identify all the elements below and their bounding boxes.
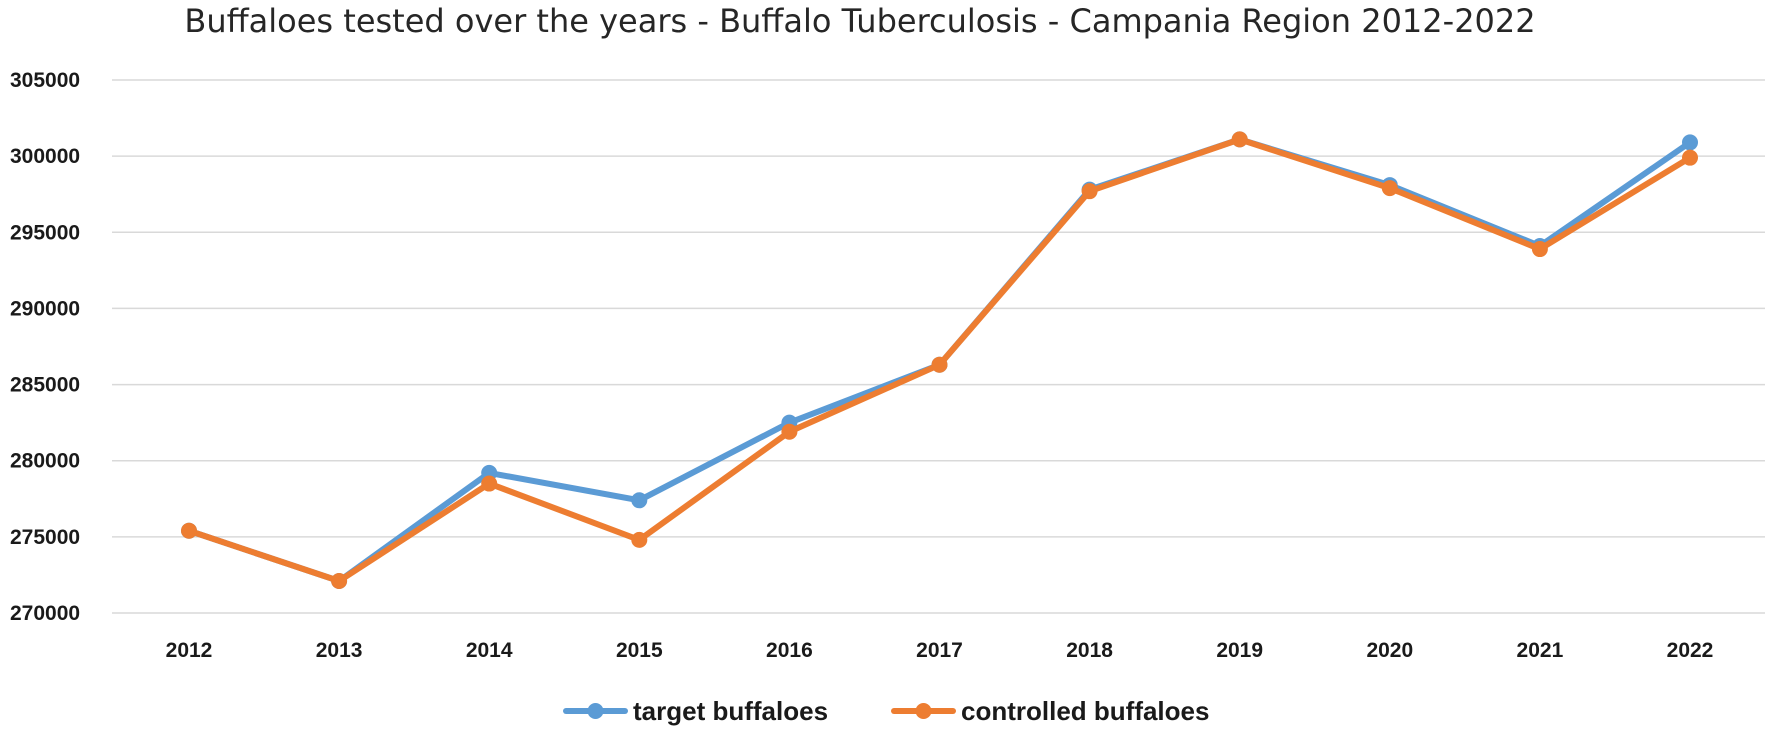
y-tick-label: 295000: [10, 221, 80, 244]
y-tick-label: 280000: [10, 450, 80, 473]
x-tick-label: 2016: [766, 639, 813, 662]
x-tick-label: 2014: [466, 639, 513, 662]
legend-item: target buffaloes: [563, 696, 828, 726]
x-tick-label: 2021: [1517, 639, 1564, 662]
data-point: [631, 492, 648, 509]
x-tick-label: 2020: [1366, 639, 1413, 662]
data-point: [1081, 183, 1098, 200]
x-tick-label: 2022: [1667, 639, 1714, 662]
data-point: [1231, 131, 1248, 148]
x-tick-label: 2018: [1066, 639, 1113, 662]
data-point: [931, 356, 948, 373]
legend-label: target buffaloes: [633, 696, 828, 726]
data-point: [1682, 149, 1698, 166]
legend-marker: [587, 703, 604, 719]
data-point: [1682, 134, 1698, 151]
y-axis-tick-labels: 270000 275000 280000 285000 290000 295000 3000…: [10, 69, 80, 625]
legend-marker: [915, 703, 932, 719]
legend: target buffaloes controlled buffaloes: [563, 696, 1209, 726]
x-tick-label: 2017: [916, 639, 963, 662]
series-lines: [181, 131, 1698, 590]
data-point: [631, 531, 648, 548]
y-tick-label: 285000: [10, 374, 80, 397]
y-tick-label: 275000: [10, 526, 80, 549]
x-axis-tick-labels: 2012 2013 2014 2015 2016 2017 2018 2019 2020 2021…: [166, 639, 1714, 662]
x-tick-label: 2012: [166, 639, 213, 662]
legend-label: controlled buffaloes: [961, 696, 1209, 726]
x-tick-label: 2019: [1216, 639, 1263, 662]
data-point: [331, 573, 348, 590]
y-tick-label: 270000: [10, 602, 80, 625]
gridlines: [112, 79, 1765, 614]
y-tick-label: 305000: [10, 69, 80, 92]
series-controlled-buffaloes: [181, 131, 1698, 590]
y-tick-label: 290000: [10, 297, 80, 320]
legend-item: controlled buffaloes: [891, 696, 1209, 726]
data-point: [181, 522, 197, 539]
data-point: [781, 423, 798, 440]
x-tick-label: 2013: [316, 639, 363, 662]
x-tick-label: 2015: [616, 639, 663, 662]
data-point: [481, 475, 498, 492]
chart-title: Buffaloes tested over the years - Buffal…: [184, 2, 1535, 40]
data-point: [1531, 241, 1548, 258]
data-point: [1381, 180, 1398, 197]
y-tick-label: 300000: [10, 145, 80, 168]
